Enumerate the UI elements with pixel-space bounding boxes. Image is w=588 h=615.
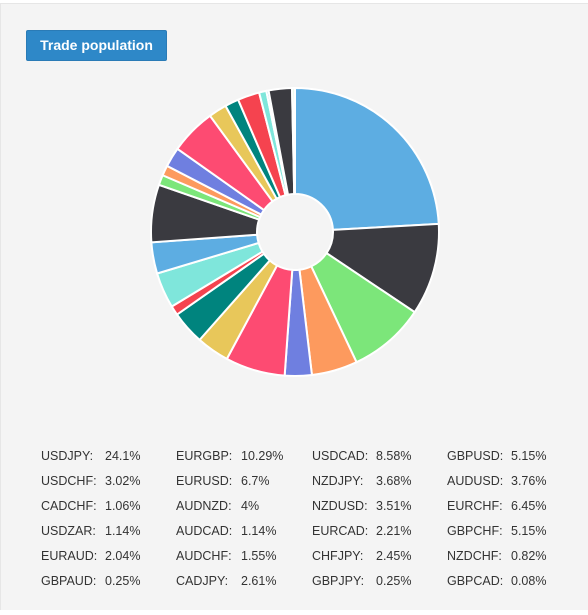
legend-name: AUDCAD: (176, 524, 233, 538)
chart-legend: USDJPY: 24.1% EURGBP: 10.29% USDCAD: 8.58% GBP… (1, 438, 588, 598)
legend-value: 3.02% (105, 474, 141, 488)
legend-name: CHFJPY: (312, 549, 364, 563)
legend-name: USDZAR: (41, 524, 96, 538)
legend-value: 3.68% (376, 474, 412, 488)
legend-name: EURAUD: (41, 549, 98, 563)
legend-item-eurusd: EURUSD: 6.7% (176, 469, 270, 493)
legend-name: GBPCHF: (447, 524, 503, 538)
legend-item-gbpcad: GBPCAD: 0.08% (447, 569, 546, 593)
legend-value: 2.61% (241, 574, 277, 588)
legend-item-eurcad: EURCAD: 2.21% (312, 519, 411, 543)
legend-name: AUDUSD: (447, 474, 504, 488)
legend-name: EURCAD: (312, 524, 369, 538)
legend-name: CADCHF: (41, 499, 97, 513)
legend-name: GBPJPY: (312, 574, 365, 588)
legend-item-gbpchf: GBPCHF: 5.15% (447, 519, 546, 543)
legend-item-nzdchf: NZDCHF: 0.82% (447, 544, 546, 568)
legend-name: USDCHF: (41, 474, 97, 488)
legend-name: GBPUSD: (447, 449, 504, 463)
legend-value: 2.04% (105, 549, 141, 563)
legend-value: 2.45% (376, 549, 412, 563)
legend-value: 5.15% (511, 449, 547, 463)
slice-gbpcad[interactable] (293, 86, 296, 196)
legend-name: EURGBP: (176, 449, 233, 463)
legend-value: 0.25% (376, 574, 412, 588)
legend-value: 5.15% (511, 524, 547, 538)
legend-item-chfjpy: CHFJPY: 2.45% (312, 544, 411, 568)
legend-value: 8.58% (376, 449, 412, 463)
legend-value: 10.29% (241, 449, 284, 463)
legend-value: 3.51% (376, 499, 412, 513)
legend-name: GBPAUD: (41, 574, 97, 588)
legend-value: 2.21% (376, 524, 412, 538)
legend-item-cadchf: CADCHF: 1.06% (41, 494, 140, 518)
legend-name: AUDNZD: (176, 499, 232, 513)
legend-item-gbpjpy: GBPJPY: 0.25% (312, 569, 411, 593)
legend-value: 1.14% (105, 524, 141, 538)
legend-value: 0.82% (511, 549, 547, 563)
legend-value: 4% (241, 499, 260, 513)
legend-item-gbpaud: GBPAUD: 0.25% (41, 569, 140, 593)
legend-item-usdjpy: USDJPY: 24.1% (41, 444, 140, 468)
legend-item-audnzd: AUDNZD: 4% (176, 494, 259, 518)
slice-usdjpy[interactable] (294, 86, 440, 231)
legend-value: 1.14% (241, 524, 277, 538)
legend-value: 24.1% (105, 449, 141, 463)
legend-name: GBPCAD: (447, 574, 504, 588)
legend-item-nzdjpy: NZDJPY: 3.68% (312, 469, 411, 493)
trade-population-panel: Trade population USDJPY: 24.1% EURGBP: 10.2… (0, 3, 588, 610)
legend-item-usdcad: USDCAD: 8.58% (312, 444, 411, 468)
legend-value: 0.08% (511, 574, 547, 588)
legend-item-gbpusd: GBPUSD: 5.15% (447, 444, 546, 468)
legend-name: NZDCHF: (447, 549, 502, 563)
legend-name: CADJPY: (176, 574, 229, 588)
legend-item-audusd: AUDUSD: 3.76% (447, 469, 546, 493)
legend-name: USDCAD: (312, 449, 369, 463)
legend-name: NZDJPY: (312, 474, 364, 488)
legend-item-audcad: AUDCAD: 1.14% (176, 519, 276, 543)
legend-name: AUDCHF: (176, 549, 232, 563)
legend-name: USDJPY: (41, 449, 94, 463)
legend-item-audchf: AUDCHF: 1.55% (176, 544, 276, 568)
legend-name: NZDUSD: (312, 499, 368, 513)
donut-chart (150, 86, 440, 377)
legend-value: 0.25% (105, 574, 141, 588)
legend-value: 1.06% (105, 499, 141, 513)
legend-value: 6.45% (511, 499, 547, 513)
legend-item-nzdusd: NZDUSD: 3.51% (312, 494, 411, 518)
legend-item-euraud: EURAUD: 2.04% (41, 544, 140, 568)
trade-population-button[interactable]: Trade population (26, 30, 167, 61)
legend-name: EURUSD: (176, 474, 233, 488)
legend-value: 1.55% (241, 549, 277, 563)
legend-item-eurchf: EURCHF: 6.45% (447, 494, 546, 518)
legend-item-cadjpy: CADJPY: 2.61% (176, 569, 276, 593)
legend-item-usdchf: USDCHF: 3.02% (41, 469, 140, 493)
slice-eurgbp[interactable] (325, 222, 440, 314)
legend-item-usdzar: USDZAR: 1.14% (41, 519, 140, 543)
legend-item-eurgbp: EURGBP: 10.29% (176, 444, 283, 468)
legend-value: 6.7% (241, 474, 270, 488)
legend-value: 3.76% (511, 474, 547, 488)
legend-name: EURCHF: (447, 499, 503, 513)
